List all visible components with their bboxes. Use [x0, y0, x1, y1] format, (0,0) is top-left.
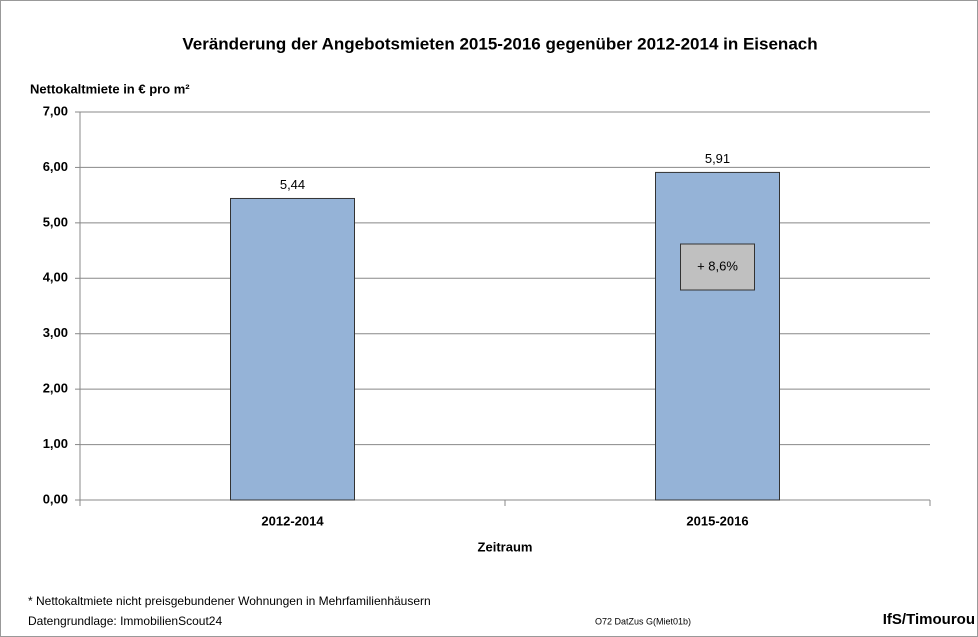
y-tick-label: 7,00	[43, 103, 68, 118]
y-tick-label: 3,00	[43, 325, 68, 340]
annotation: + 8,6%	[697, 258, 738, 273]
value-label: 5,44	[280, 177, 305, 192]
y-tick-label: 1,00	[43, 436, 68, 451]
bar	[655, 171, 780, 501]
y-tick-label: 2,00	[43, 381, 68, 396]
code: O72 DatZus G(Miet01b)	[595, 616, 691, 626]
source: Datengrundlage: ImmobilienScout24	[28, 614, 222, 628]
chart-title: Veränderung der Angebotsmieten 2015-2016…	[182, 34, 817, 53]
author: IfS/Timourou	[883, 611, 975, 628]
y-tick-label: 4,00	[43, 270, 68, 285]
annotation-box	[680, 243, 755, 291]
y-tick-label: 6,00	[43, 159, 68, 174]
y-axis-label: Nettokaltmiete in € pro m²	[30, 81, 190, 96]
x-axis-label: Zeitraum	[478, 539, 533, 554]
y-tick-label: 5,00	[43, 214, 68, 229]
y-tick-label: 0,00	[43, 491, 68, 506]
x-tick-label: 2012-2014	[261, 513, 324, 528]
x-tick-label: 2015-2016	[686, 513, 748, 528]
value-label: 5,91	[705, 151, 730, 166]
bar	[230, 197, 355, 501]
footnote: * Nettokaltmiete nicht preisgebundener W…	[28, 594, 431, 608]
